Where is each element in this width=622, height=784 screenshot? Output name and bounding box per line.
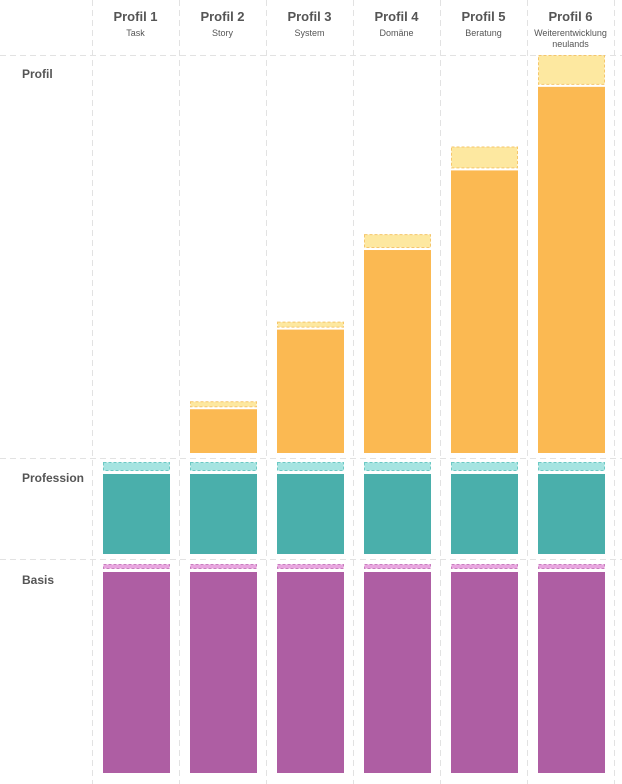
bar-profession-extension — [277, 462, 344, 471]
column-headers: Profil 1 Task Profil 2 Story Profil 3 System P… — [113, 9, 606, 49]
bar-basis — [364, 572, 431, 773]
bar-profession-extension — [364, 462, 431, 471]
bar-profession-extension — [190, 462, 257, 471]
bar-basis-extension — [451, 564, 518, 569]
bar-profession — [190, 474, 257, 554]
bar-basis — [190, 572, 257, 773]
row-label: Profil — [22, 67, 53, 81]
bar-profil — [451, 170, 518, 454]
bar-basis-extension — [277, 564, 344, 569]
bar-profil — [538, 86, 605, 453]
bar-profil — [190, 409, 257, 453]
column-title: Profil 3 — [287, 9, 331, 24]
column-title: Profil 6 — [548, 9, 592, 24]
column-title: Profil 4 — [374, 9, 419, 24]
column-subtitle: System — [294, 28, 324, 38]
bar-profession — [451, 474, 518, 554]
bar-profil-extension — [364, 234, 431, 249]
bar-profil — [364, 250, 431, 453]
bar-profil-extension — [190, 401, 257, 408]
bar-profession — [103, 474, 170, 554]
bar-basis-extension — [103, 564, 170, 569]
column-subtitle: Story — [212, 28, 234, 38]
bar-profession — [538, 474, 605, 554]
bar-profil-extension — [277, 321, 344, 328]
column-subtitle: Task — [126, 28, 145, 38]
column-subtitle: Domäne — [379, 28, 413, 38]
column-title: Profil 1 — [113, 9, 157, 24]
bar-profession — [277, 474, 344, 554]
bar-profil-extension — [451, 146, 518, 169]
bars — [103, 54, 605, 773]
bar-basis-extension — [190, 564, 257, 569]
bar-basis-extension — [364, 564, 431, 569]
row-labels: Profil Profession Basis — [22, 67, 84, 587]
bar-profil-extension — [538, 54, 605, 85]
bar-basis — [538, 572, 605, 773]
row-label: Basis — [22, 573, 54, 587]
column-title: Profil 5 — [461, 9, 505, 24]
column-subtitle: Beratung — [465, 28, 502, 38]
bar-basis — [451, 572, 518, 773]
column-subtitle: Weiterentwicklung — [534, 28, 607, 38]
bar-profession-extension — [538, 462, 605, 471]
bar-profil — [277, 329, 344, 453]
bar-profession-extension — [451, 462, 518, 471]
bar-profession — [364, 474, 431, 554]
row-label: Profession — [22, 471, 84, 485]
column-title: Profil 2 — [200, 9, 244, 24]
bar-basis — [103, 572, 170, 773]
bar-basis-extension — [538, 564, 605, 569]
column-subtitle: neulands — [552, 39, 589, 49]
bar-basis — [277, 572, 344, 773]
bar-profession-extension — [103, 462, 170, 471]
